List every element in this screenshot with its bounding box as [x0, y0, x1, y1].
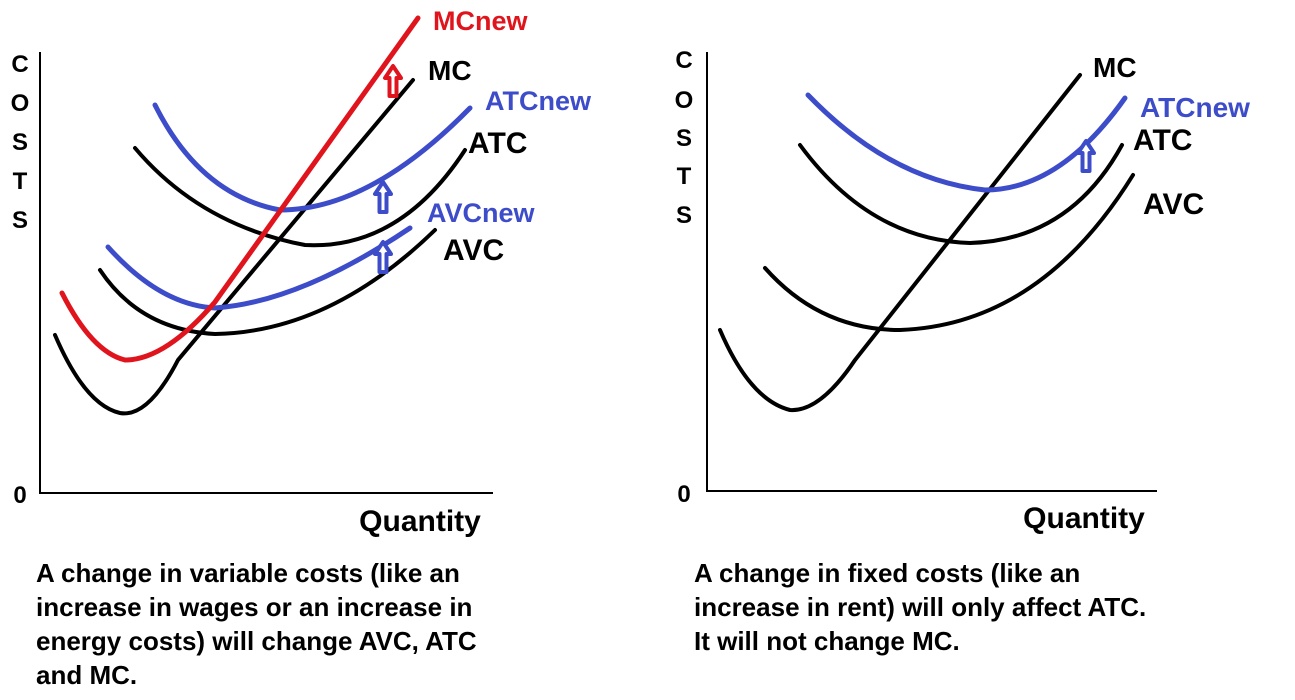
left-y-letter-2: O — [11, 90, 30, 117]
right-axes — [706, 52, 1157, 492]
right-y-letter-5: S — [676, 202, 692, 229]
right-y-letter-1: C — [675, 47, 692, 74]
left-avc-label: AVC — [443, 234, 504, 267]
left-atc-curve — [133, 146, 467, 248]
left-avc-new-label: AVCnew — [427, 198, 536, 228]
left-avc-curve — [98, 228, 437, 337]
left-mc-shift-arrow-icon — [383, 64, 403, 98]
left-mc-new-curve — [59, 15, 421, 363]
left-caption-line: increase in wages or an increase in — [36, 592, 473, 622]
right-atc-shift-arrow-icon — [1076, 139, 1096, 173]
right-y-letter-4: T — [677, 163, 692, 190]
right-diagram: C O S T S 0 Quantity MC ATCnew ATC AVC — [675, 47, 1250, 535]
right-mc-curve — [718, 73, 1082, 413]
left-axes — [39, 52, 493, 494]
left-y-letter-3: S — [12, 129, 28, 156]
left-caption-line: energy costs) will change AVC, ATC — [36, 626, 477, 656]
left-x-axis-label: Quantity — [359, 505, 481, 538]
left-caption-line: A change in variable costs (like an — [36, 558, 460, 588]
left-avc-new-curve — [105, 225, 413, 311]
left-atc-new-label: ATCnew — [485, 86, 592, 116]
right-y-letter-3: S — [676, 125, 692, 152]
right-avc-label: AVC — [1143, 188, 1204, 221]
right-atc-new-label: ATCnew — [1140, 92, 1250, 123]
left-origin-label: 0 — [13, 482, 26, 509]
left-atc-label: ATC — [468, 127, 527, 160]
right-origin-label: 0 — [677, 481, 690, 508]
right-caption-line: A change in fixed costs (like an — [694, 558, 1081, 588]
left-mc-new-label: MCnew — [433, 6, 528, 36]
left-atc-new-curve — [152, 102, 473, 213]
right-atc-curve — [798, 143, 1124, 246]
right-caption: A change in fixed costs (like an increas… — [694, 556, 1146, 658]
right-caption-line: increase in rent) will only affect ATC. — [694, 592, 1147, 622]
left-diagram: C O S T S 0 Quantity MCnew MC ATCnew ATC… — [11, 6, 592, 538]
left-mc-label: MC — [428, 55, 472, 86]
right-atc-new-curve — [805, 92, 1128, 193]
left-atc-shift-arrow-icon — [373, 180, 393, 214]
left-y-letter-1: C — [11, 51, 28, 78]
right-y-letter-2: O — [675, 87, 694, 114]
left-y-letter-4: T — [13, 168, 28, 195]
left-caption: A change in variable costs (like an incr… — [36, 556, 477, 692]
right-x-axis-label: Quantity — [1023, 502, 1145, 535]
left-caption-line: and MC. — [36, 660, 138, 690]
right-atc-label: ATC — [1133, 124, 1192, 157]
right-avc-curve — [763, 173, 1135, 333]
right-mc-label: MC — [1093, 52, 1137, 83]
left-mc-curve — [53, 78, 415, 416]
right-caption-line: It will not change MC. — [694, 626, 960, 656]
left-y-letter-5: S — [12, 207, 28, 234]
